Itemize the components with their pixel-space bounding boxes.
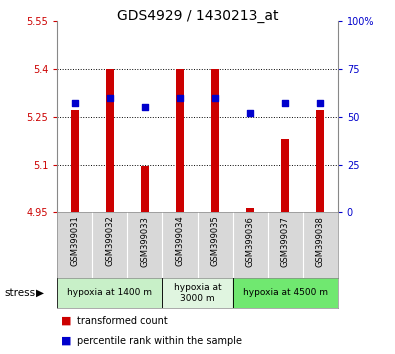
Text: hypoxia at 4500 m: hypoxia at 4500 m bbox=[243, 289, 327, 297]
Text: GSM399036: GSM399036 bbox=[246, 216, 255, 267]
Text: GDS4929 / 1430213_at: GDS4929 / 1430213_at bbox=[117, 9, 278, 23]
Point bbox=[247, 110, 253, 116]
Bar bbox=[162, 278, 233, 308]
Point bbox=[282, 101, 288, 106]
Bar bbox=[71, 110, 79, 212]
Point bbox=[212, 95, 218, 101]
Text: GSM399031: GSM399031 bbox=[70, 216, 79, 267]
Point bbox=[177, 95, 183, 101]
Text: stress: stress bbox=[4, 288, 35, 298]
Bar bbox=[106, 69, 114, 212]
Text: GSM399035: GSM399035 bbox=[211, 216, 220, 267]
Text: ■: ■ bbox=[61, 316, 72, 326]
Bar bbox=[246, 208, 254, 212]
Bar bbox=[176, 69, 184, 212]
Text: percentile rank within the sample: percentile rank within the sample bbox=[77, 336, 242, 346]
Bar bbox=[316, 110, 324, 212]
Text: GSM399034: GSM399034 bbox=[175, 216, 184, 267]
Point bbox=[142, 104, 148, 110]
Text: ▶: ▶ bbox=[36, 288, 44, 298]
Text: GSM399032: GSM399032 bbox=[105, 216, 115, 267]
Bar bbox=[141, 166, 149, 212]
Bar bbox=[57, 278, 162, 308]
Bar bbox=[281, 139, 289, 212]
Text: transformed count: transformed count bbox=[77, 316, 168, 326]
Text: GSM399038: GSM399038 bbox=[316, 216, 325, 267]
Bar bbox=[233, 278, 338, 308]
Text: GSM399037: GSM399037 bbox=[280, 216, 290, 267]
Text: hypoxia at
3000 m: hypoxia at 3000 m bbox=[174, 283, 221, 303]
Text: ■: ■ bbox=[61, 336, 72, 346]
Point bbox=[71, 101, 78, 106]
Bar bbox=[211, 69, 219, 212]
Point bbox=[317, 101, 324, 106]
Text: hypoxia at 1400 m: hypoxia at 1400 m bbox=[68, 289, 152, 297]
Text: GSM399033: GSM399033 bbox=[140, 216, 149, 267]
Point bbox=[107, 95, 113, 101]
